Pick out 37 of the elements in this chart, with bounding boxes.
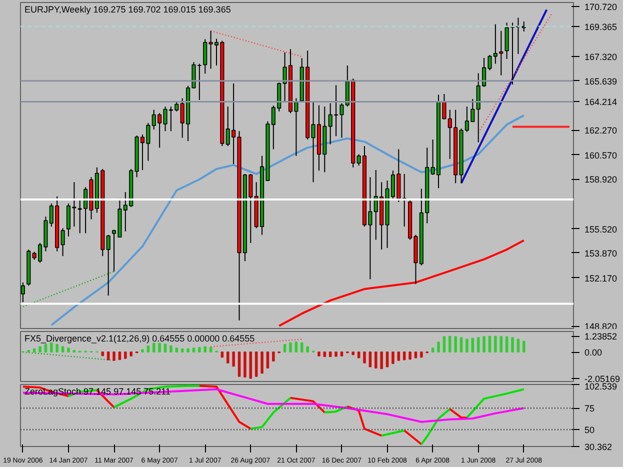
y-tick-label: 75 bbox=[584, 404, 595, 414]
y-tick-label: 1.23852 bbox=[584, 332, 618, 342]
y-tick-label: 162.270 bbox=[584, 126, 618, 136]
line-series bbox=[466, 388, 525, 419]
y-tick-label: 152.170 bbox=[584, 273, 618, 284]
line-series bbox=[50, 114, 525, 326]
line-series bbox=[113, 384, 200, 408]
line-series bbox=[198, 384, 252, 430]
y-tick-label: 50 bbox=[584, 425, 595, 436]
y-tick-label: 102.539 bbox=[584, 382, 618, 392]
line-series bbox=[278, 239, 525, 327]
ref-line-label: 165.639 bbox=[584, 76, 618, 86]
y-tick-label: -2.05169 bbox=[584, 374, 620, 384]
y-tick-label: 158.920 bbox=[584, 174, 618, 185]
y-tick-label: 155.520 bbox=[584, 224, 618, 234]
candlestick bbox=[60, 228, 65, 257]
y-tick-label: 0.00 bbox=[584, 348, 602, 358]
candlestick bbox=[20, 282, 25, 303]
chart-title: EURJPY,Weekly 169.275 169.702 169.015 169.365 bbox=[24, 4, 231, 14]
candlestick bbox=[504, 22, 509, 60]
candlestick bbox=[78, 200, 82, 234]
y-tick-label: 30.362 bbox=[584, 442, 612, 452]
line-series bbox=[22, 388, 525, 423]
ref-line-label: 169.365 bbox=[584, 22, 618, 32]
candlestick bbox=[203, 38, 208, 74]
candlestick bbox=[197, 63, 202, 101]
line-series bbox=[346, 405, 383, 437]
y-tick-label: 170.720 bbox=[584, 2, 618, 12]
y-tick-label: 153.870 bbox=[584, 248, 618, 258]
line-series bbox=[289, 396, 326, 414]
ref-line-label: 164.214 bbox=[584, 97, 618, 108]
y-tick-label: 160.570 bbox=[584, 150, 618, 160]
chart-title: FX5_Divergence_v2.1(12,26,9) 0.64555 0.00000 0.64555 bbox=[24, 334, 255, 344]
line-series bbox=[250, 396, 292, 430]
line-series bbox=[420, 408, 451, 446]
y-tick-label: 167.320 bbox=[584, 52, 618, 62]
candlestick bbox=[106, 234, 110, 296]
